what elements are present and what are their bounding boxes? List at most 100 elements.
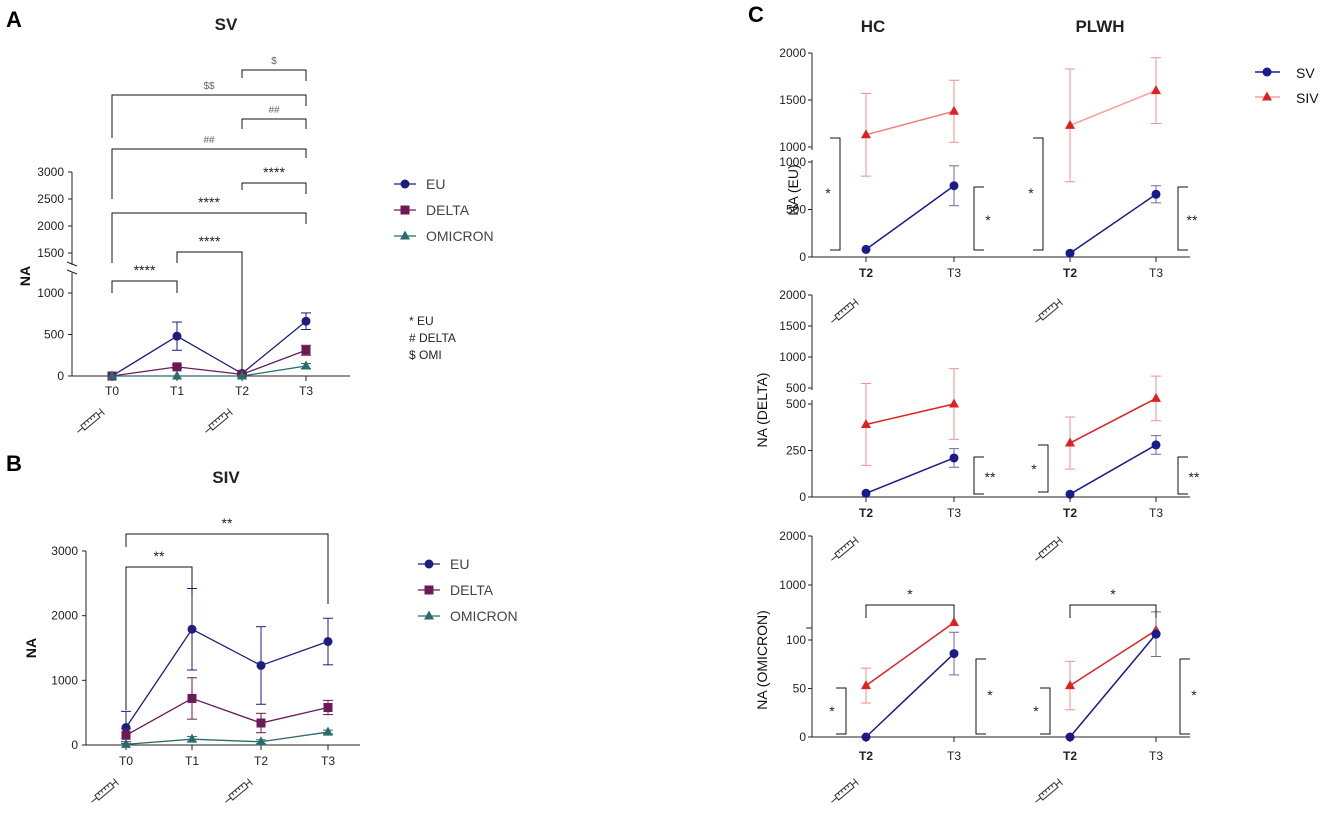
chart-a-syringe-t0-icon-plunger-rod	[97, 411, 103, 416]
chart-c-delta-syringe-icon-plwh-plunger-head	[1057, 536, 1063, 544]
chart-b-point-omicron	[256, 736, 266, 746]
chart-a-point-delta	[301, 345, 311, 355]
panel-letter-A: A	[6, 7, 22, 32]
chart-c-omicron-siv-line-hc	[865, 621, 955, 687]
chart-c-omicron-ytick-label: 50	[793, 682, 807, 696]
chart-a-ytick-label: 3000	[37, 165, 64, 179]
chart-c-delta-xtick-label: T3	[947, 506, 961, 520]
chart-c-eu-syringe-icon-hc-plunger-head	[853, 298, 859, 306]
chart-c-delta-sv-point-hc	[949, 453, 959, 463]
chart-c-delta-ytick-label: 0	[799, 490, 806, 504]
chart-b-ytick-label: 1000	[51, 673, 78, 687]
chart-a-syringe-t0-icon-needle	[77, 427, 84, 433]
chart-a-syringe-t2-icon-barrel	[208, 411, 229, 431]
chart-c-omicron-syringe-icon-hc-plunger-head	[853, 778, 859, 786]
chart-b-point-eu	[256, 660, 266, 670]
chart-b-series-line-omicron	[125, 731, 329, 746]
chart-c-eu-syringe-icon-hc-needle	[831, 317, 838, 323]
chart-c-legend-marker-sv	[1262, 67, 1272, 77]
chart-c-eu-ytick-label: 1000	[779, 155, 806, 169]
chart-a-syringe-t2-icon-mark	[211, 422, 215, 426]
chart-c-omicron-siv-point-hc	[949, 617, 959, 627]
chart-b-series-line-delta	[125, 697, 329, 736]
chart-c-delta-bracket-t3-hc-line	[973, 456, 984, 495]
chart-a-ytick-label: 2000	[37, 219, 64, 233]
chart-b-syringe-t2-icon-mark	[234, 789, 238, 793]
chart-c-eu-sv-point-hc	[861, 244, 871, 254]
chart-c-delta-sv-line-hc	[865, 457, 955, 494]
chart-c-delta-sig-t2-plwh: *	[1031, 461, 1037, 477]
chart-c-eu-syringe-icon-plwh-mark	[1047, 307, 1051, 311]
chart-c-omicron-ytick-label: 0	[799, 730, 806, 744]
chart-a-sig-t2-t3-eu-label: ****	[263, 164, 285, 180]
chart-c-omicron-xtick-label: T2	[859, 749, 873, 763]
chart-c-delta-sv-point-hc	[861, 488, 871, 498]
chart-a-syringe-t0-icon	[77, 408, 105, 433]
chart-a-ytick-label: 0	[57, 369, 64, 383]
chart-b-legend-label-delta: DELTA	[450, 582, 494, 598]
chart-c-eu-ytick-label: 2000	[779, 46, 806, 60]
chart-b-xtick-label: T0	[119, 754, 133, 768]
chart-c-eu-xtick-label: T2	[1063, 266, 1077, 280]
chart-c-delta-siv-point-hc	[861, 418, 871, 428]
chart-c-eu-siv-line-plwh	[1069, 89, 1157, 127]
chart-c-omicron-syringe-icon-hc-mark	[846, 784, 850, 788]
chart-a-syringe-t2-icon-plunger-rod	[225, 411, 231, 416]
chart-c-eu-syringe-icon-hc-mark	[837, 312, 841, 316]
chart-b-syringe-t2-icon-mark	[240, 784, 244, 788]
chart-a-legend-label-omicron: OMICRON	[426, 228, 494, 244]
chart-b-series-line-eu	[125, 628, 329, 728]
chart-c-delta-xtick-label: T2	[1063, 506, 1077, 520]
chart-c-delta-bracket-t2-plwh-line	[1038, 444, 1049, 493]
chart-c-delta-syringe-icon-plwh-needle	[1035, 555, 1042, 561]
chart-c-omicron-sig-t3-hc: *	[987, 687, 993, 703]
chart-c-omicron-ylabel: NA (OMICRON)	[754, 610, 770, 710]
chart-c-omicron-sig-t2-plwh: *	[1033, 703, 1039, 719]
chart-a-sig-t0-t1-label: ****	[134, 262, 156, 278]
chart-a-point-omicron	[301, 360, 311, 370]
chart-b-point-eu	[121, 723, 131, 733]
chart-c-omicron-syringe-icon-hc-barrel	[834, 781, 855, 801]
chart-c-delta-syringe-icon-hc-plunger-rod	[851, 539, 857, 544]
chart-c-omicron-sv-point-hc	[949, 649, 959, 659]
chart-c-eu-siv-point-plwh	[1065, 119, 1075, 129]
chart-c-omicron-bracket-t2-plwh-line	[1040, 687, 1051, 735]
chart-c-eu-syringe-icon-plwh-mark	[1050, 304, 1054, 308]
chart-b-syringe-t0-icon-plunger-rod	[111, 781, 117, 786]
chart-b-legend-marker-eu	[424, 559, 434, 569]
chart-c-omicron-sv-point-plwh	[1151, 629, 1161, 639]
chart-c-eu-sv-point-plwh	[1151, 189, 1161, 199]
chart-c-eu-syringe-icon-plwh-barrel	[1038, 301, 1059, 321]
chart-a-series-line-omicron	[112, 365, 307, 377]
chart-c-eu-syringe-icon-plwh	[1035, 298, 1063, 323]
chart-c-eu-syringe-icon-plwh-plunger-head	[1057, 298, 1063, 306]
chart-c-delta-bracket-t3-plwh-line	[1177, 456, 1188, 495]
chart-b-legend-marker-omicron	[424, 610, 434, 620]
chart-c-omicron-ytick-label: 100	[786, 633, 806, 647]
chart-a-xtick-label: T0	[105, 384, 119, 398]
chart-b-syringe-t0-icon-mark	[106, 784, 110, 788]
chart-c-delta-ytick-label: 500	[786, 397, 806, 411]
chart-c-eu-ytick-label: 1500	[779, 93, 806, 107]
chart-c-omicron-sv-line-hc	[865, 653, 955, 738]
chart-a-sig-t2-t3-eu-line	[241, 182, 307, 194]
chart-c-omicron-syringe-icon-hc-mark	[843, 787, 847, 791]
chart-c-omicron-xtick-label: T3	[947, 749, 961, 763]
chart-a-ylabel: NA	[17, 266, 33, 286]
chart-c-eu-syringe-icon-plwh-mark	[1044, 309, 1048, 313]
chart-c-eu-sig-t3-plwh: **	[1187, 212, 1198, 228]
chart-c-omicron-syringe-icon-plwh	[1035, 778, 1063, 803]
chart-a-title: SV	[215, 15, 238, 34]
chart-c-omicron-syringe-icon-hc-mark	[840, 789, 844, 793]
chart-c-delta-ytick-label: 2000	[779, 288, 806, 302]
chart-c-delta-siv-line-plwh	[1069, 397, 1157, 444]
chart-a-axis-break-1	[66, 261, 78, 267]
chart-c-eu-siv-point-hc	[949, 105, 959, 115]
chart-c-omicron-sv-line-plwh	[1069, 633, 1157, 738]
chart-a-sig-t0-t3-eu-label: ****	[198, 194, 220, 210]
chart-a-ytick-label: 1000	[37, 286, 64, 300]
chart-c-omicron-syringe-icon-plwh-mark	[1047, 787, 1051, 791]
chart-b-point-delta	[121, 730, 131, 740]
chart-c-delta-ytick-label: 250	[786, 444, 806, 458]
chart-c-eu-siv-point-hc	[861, 129, 871, 139]
